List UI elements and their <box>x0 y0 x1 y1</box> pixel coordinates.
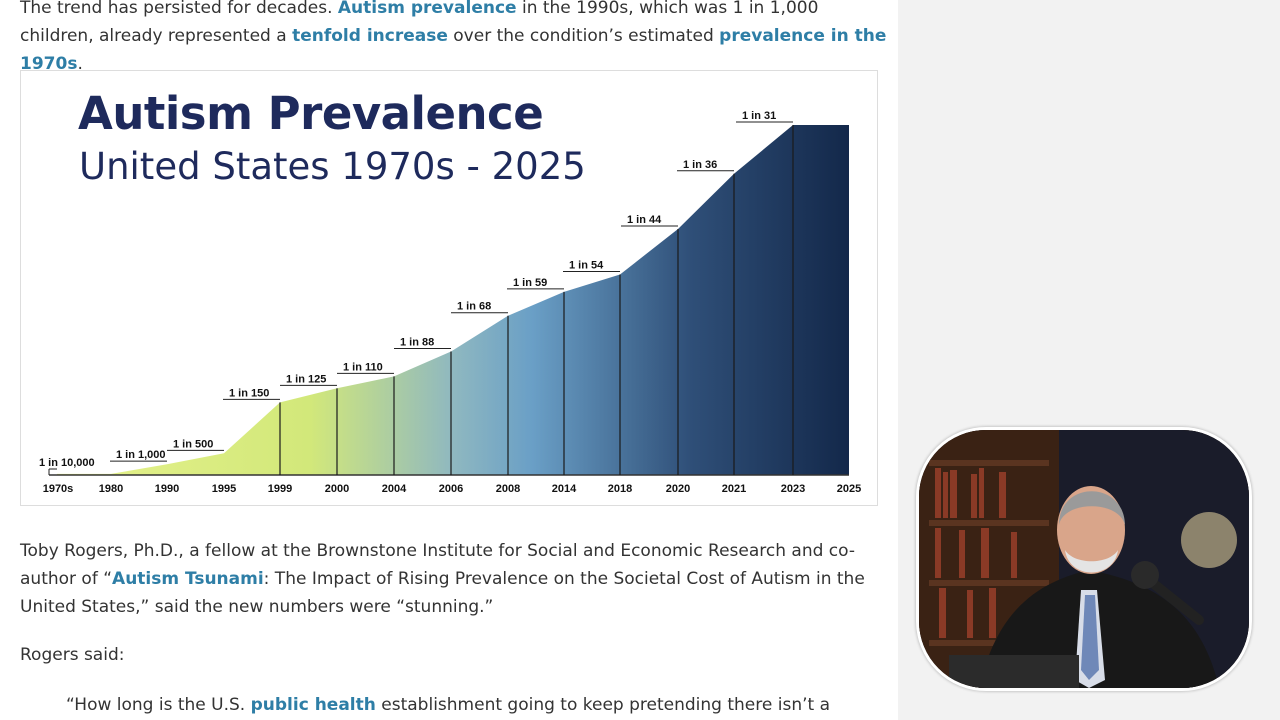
article-text: The trend has persisted for decades. <box>20 0 338 18</box>
label-bracket <box>48 468 57 475</box>
x-tick-label: 2021 <box>722 483 746 495</box>
article-content: The trend has persisted for decades. Aut… <box>0 0 898 720</box>
data-label: 1 in 88 <box>400 336 434 348</box>
article-link[interactable]: tenfold increase <box>292 26 448 46</box>
x-tick-label: 2018 <box>608 483 632 495</box>
article-text: : The Impact of Rising Prevalence on the… <box>20 569 865 617</box>
paragraph-rogers: Toby Rogers, Ph.D., a fellow at the Brow… <box>20 537 870 621</box>
prevalence-area <box>57 125 849 475</box>
article-text: . <box>77 54 83 74</box>
data-label: 1 in 31 <box>742 110 776 122</box>
data-label: 1 in 44 <box>627 214 662 226</box>
article-link[interactable]: Autism Tsunami <box>112 569 264 589</box>
data-label: 1 in 59 <box>513 277 547 289</box>
x-tick-label: 2023 <box>781 483 805 495</box>
x-tick-label: 1980 <box>99 483 123 495</box>
article-text: establishment going to keep pretending t… <box>375 695 830 715</box>
data-label: 1 in 36 <box>683 159 717 171</box>
chart-title: Autism Prevalence <box>78 87 544 140</box>
data-label: 1 in 125 <box>286 373 326 385</box>
data-label: 1 in 110 <box>343 361 383 373</box>
chart-plot: 1 in 10,000 1 in 1,000 1 in 500 1 in 150 1 i… <box>39 110 861 495</box>
paragraph-trend: The trend has persisted for decades. Aut… <box>20 0 890 78</box>
presenter-video-icon[interactable] <box>916 427 1252 691</box>
article-link[interactable]: prevalence in the 1970s <box>20 26 887 74</box>
x-tick-label: 2004 <box>382 483 407 495</box>
article-text: in the 1990s, which was 1 in 1,000 child… <box>20 0 819 46</box>
paragraph-rogers-said: Rogers said: <box>20 645 125 665</box>
x-tick-label: 2008 <box>496 483 520 495</box>
article-text: over the condition’s estimated <box>447 26 720 46</box>
data-label: 1 in 54 <box>569 260 604 272</box>
x-tick-label: 1990 <box>155 483 179 495</box>
chart-subtitle: United States 1970s - 2025 <box>79 145 586 188</box>
x-tick-label: 2000 <box>325 483 349 495</box>
article-link[interactable]: public health <box>250 695 376 715</box>
data-label: 1 in 10,000 <box>39 457 95 469</box>
quote-paragraph: “How long is the U.S. public health esta… <box>66 691 830 719</box>
data-label: 1 in 500 <box>173 438 213 450</box>
article-link[interactable]: Autism prevalence <box>337 0 517 18</box>
data-label: 1 in 150 <box>229 387 269 399</box>
x-tick-label: 2025 <box>837 483 861 495</box>
article-text: Toby Rogers, Ph.D., a fellow at the Brow… <box>20 541 856 589</box>
article-text: “How long is the U.S. <box>66 695 251 715</box>
data-label: 1 in 68 <box>457 301 491 313</box>
x-tick-label: 2014 <box>552 483 577 495</box>
x-tick-label: 1995 <box>212 483 236 495</box>
x-tick-label: 1970s <box>43 483 74 495</box>
x-tick-label: 2020 <box>666 483 690 495</box>
data-label: 1 in 1,000 <box>116 449 166 461</box>
x-tick-label: 1999 <box>268 483 292 495</box>
autism-prevalence-figure: 1 in 10,000 1 in 1,000 1 in 500 1 in 150 1 i… <box>20 70 878 506</box>
x-tick-label: 2006 <box>439 483 463 495</box>
